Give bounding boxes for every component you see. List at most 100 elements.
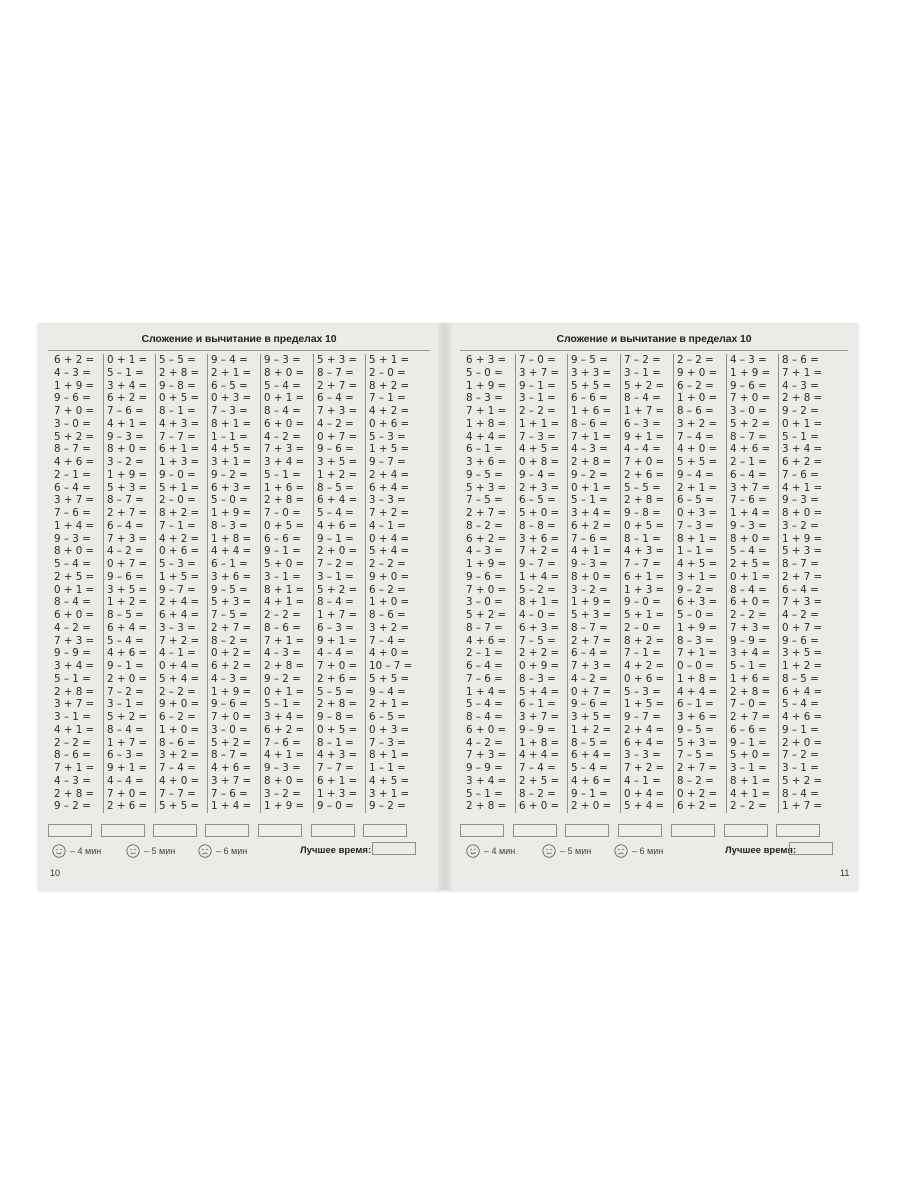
exercise-item: 8 – 6 = bbox=[782, 354, 819, 366]
exercise-item: 4 + 4 = bbox=[466, 430, 507, 443]
time-answer-box[interactable] bbox=[460, 824, 504, 837]
exercise-item: 7 – 2 = bbox=[624, 354, 661, 366]
exercise-item: 8 – 4 = bbox=[466, 711, 503, 723]
exercise-item: 8 – 5 = bbox=[107, 609, 144, 621]
exercise-item: 7 + 1 = bbox=[264, 634, 305, 647]
time-answer-box[interactable] bbox=[565, 824, 609, 837]
exercise-item: 6 + 2 = bbox=[677, 800, 718, 813]
exercise-item: 3 – 1 = bbox=[54, 711, 91, 723]
exercise-item: 2 + 2 = bbox=[519, 647, 560, 660]
exercise-item: 7 – 2 = bbox=[317, 558, 354, 570]
exercise-item: 4 + 1 = bbox=[54, 723, 95, 736]
time-answer-box[interactable] bbox=[513, 824, 557, 837]
exercise-item: 8 – 7 = bbox=[730, 430, 767, 443]
exercise-item: 6 + 4 = bbox=[317, 494, 358, 507]
exercise-item: 7 + 3 = bbox=[264, 443, 305, 456]
exercise-item: 9 – 8 = bbox=[317, 711, 354, 723]
exercise-item: 5 – 1 = bbox=[107, 366, 144, 379]
exercise-item: 8 – 4 = bbox=[624, 392, 661, 405]
exercise-item: 8 – 3 = bbox=[677, 634, 714, 647]
exercise-item: 8 – 4 = bbox=[264, 405, 301, 417]
exercise-item: 8 + 1 = bbox=[519, 596, 560, 609]
time-answer-box[interactable] bbox=[776, 824, 820, 837]
exercise-item: 1 + 4 = bbox=[211, 800, 252, 813]
exercise-item: 8 – 5 = bbox=[571, 736, 608, 749]
exercise-item: 5 + 3 = bbox=[677, 736, 718, 749]
exercise-item: 7 – 6 = bbox=[782, 468, 819, 481]
exercise-item: 7 – 3 = bbox=[369, 736, 406, 749]
time-answer-box[interactable] bbox=[205, 824, 249, 837]
best-time-box[interactable] bbox=[789, 842, 833, 855]
exercise-item: 1 + 9 = bbox=[677, 621, 718, 634]
exercise-item: 6 – 2 = bbox=[677, 379, 714, 392]
exercise-item: 6 – 6 = bbox=[571, 392, 608, 405]
exercise-item: 3 + 7 = bbox=[519, 366, 560, 379]
exercise-item: 6 – 6 = bbox=[730, 723, 767, 736]
time-answer-box[interactable] bbox=[363, 824, 407, 837]
exercise-item: 1 + 9 = bbox=[264, 800, 305, 813]
time-answer-box[interactable] bbox=[618, 824, 662, 837]
best-time-box[interactable] bbox=[372, 842, 416, 855]
exercise-item: 7 – 6 = bbox=[730, 494, 767, 507]
exercise-item: 0 + 1 = bbox=[782, 417, 823, 430]
exercise-item: 9 – 4 = bbox=[211, 354, 248, 366]
exercise-item: 1 + 4 = bbox=[54, 519, 95, 532]
time-answer-box[interactable] bbox=[153, 824, 197, 837]
exercise-item: 4 + 4 = bbox=[211, 545, 252, 558]
exercise-item: 2 + 7 = bbox=[782, 570, 823, 583]
exercise-item: 1 – 1 = bbox=[677, 545, 714, 558]
exercise-item: 9 – 8 = bbox=[624, 507, 661, 519]
time-answer-box[interactable] bbox=[724, 824, 768, 837]
exercise-item: 9 – 0 = bbox=[624, 596, 661, 609]
exercise-item: 7 – 5 = bbox=[211, 609, 248, 621]
exercise-item: 1 + 0 = bbox=[677, 392, 718, 405]
exercise-item: 8 – 1 = bbox=[317, 736, 354, 749]
exercise-item: 8 – 3 = bbox=[466, 392, 503, 405]
time-answer-box[interactable] bbox=[311, 824, 355, 837]
exercise-item: 2 + 1 = bbox=[211, 366, 252, 379]
exercise-item: 4 + 5 = bbox=[519, 443, 560, 456]
time-answer-box[interactable] bbox=[101, 824, 145, 837]
exercise-item: 3 + 6 = bbox=[519, 532, 560, 545]
time-answer-box[interactable] bbox=[258, 824, 302, 837]
time-answer-box[interactable] bbox=[48, 824, 92, 837]
exercise-item: 1 + 5 = bbox=[369, 443, 410, 456]
time-answer-box[interactable] bbox=[671, 824, 715, 837]
exercise-item: 8 + 1 = bbox=[211, 417, 252, 430]
exercise-item: 4 – 0 = bbox=[519, 609, 556, 621]
exercise-item: 4 – 2 = bbox=[571, 672, 608, 685]
time-legend-item: – 6 мин bbox=[614, 844, 663, 858]
exercise-item: 3 + 4 = bbox=[107, 379, 148, 392]
exercise-column: 0 + 1 = 5 – 1 = 3 + 4 = 6 + 2 = 7 – 6 = 4 + 1… bbox=[103, 354, 157, 813]
exercise-item: 4 + 6 = bbox=[211, 762, 252, 774]
book-spine bbox=[438, 323, 452, 890]
exercise-item: 8 + 1 = bbox=[677, 532, 718, 545]
exercise-item: 1 + 5 = bbox=[159, 570, 200, 583]
exercise-item: 1 + 9 = bbox=[782, 532, 823, 545]
exercise-item: 3 + 7 = bbox=[211, 774, 252, 787]
exercise-item: 5 – 1 = bbox=[571, 494, 608, 507]
exercise-item: 1 + 0 = bbox=[369, 596, 410, 609]
exercise-item: 6 + 0 = bbox=[519, 800, 560, 813]
exercise-item: 9 – 8 = bbox=[159, 379, 196, 392]
exercise-item: 2 + 3 = bbox=[519, 481, 560, 494]
exercise-item: 2 + 8 = bbox=[624, 494, 665, 507]
exercise-item: 7 – 3 = bbox=[677, 519, 714, 532]
exercise-item: 2 – 2 = bbox=[264, 609, 301, 621]
exercise-item: 0 + 7 = bbox=[317, 430, 358, 443]
exercise-item: 0 + 1 = bbox=[264, 685, 305, 698]
exercise-item: 3 + 4 = bbox=[466, 774, 507, 787]
exercise-item: 3 + 6 = bbox=[677, 711, 718, 723]
exercise-item: 2 + 4 = bbox=[369, 468, 410, 481]
exercise-item: 3 – 0 = bbox=[54, 417, 91, 430]
exercise-item: 9 – 9 = bbox=[730, 634, 767, 647]
exercise-item: 6 – 5 = bbox=[211, 379, 248, 392]
exercise-item: 8 – 6 = bbox=[571, 417, 608, 430]
exercise-item: 4 – 2 = bbox=[782, 609, 819, 621]
exercise-item: 1 + 3 = bbox=[317, 787, 358, 800]
exercise-item: 5 + 1 = bbox=[159, 481, 200, 494]
time-legend-label: – 5 мин bbox=[560, 846, 592, 856]
exercise-item: 7 + 3 = bbox=[466, 749, 507, 762]
exercise-item: 6 + 0 = bbox=[466, 723, 507, 736]
exercise-item: 4 – 1 = bbox=[624, 774, 661, 787]
